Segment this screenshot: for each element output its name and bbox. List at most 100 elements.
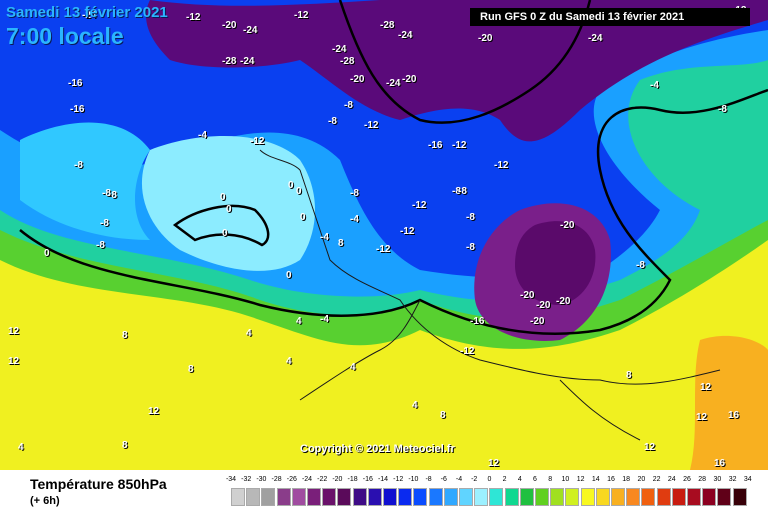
legend-tick: -20 [332,476,343,483]
temperature-label: -12 [294,10,309,21]
temperature-label: -4 [320,232,329,243]
temperature-label: 4 [296,316,302,327]
temperature-label: -8 [108,190,117,201]
temperature-label: 8 [122,440,128,451]
legend-color-cell [246,488,261,506]
temperature-label: 0 [300,212,306,223]
legend-tick: 34 [743,476,752,483]
legend-tick: 8 [548,476,553,483]
legend-color-cell [261,488,276,506]
legend-tick: -16 [362,476,373,483]
legend-tick: -30 [256,476,267,483]
legend-tick: 14 [591,476,600,483]
legend-color-cell [443,488,458,506]
temperature-label: 0 [226,204,232,215]
legend-color-cell [276,488,291,506]
temperature-label: -16 [470,316,485,327]
temperature-label: 4 [246,328,252,339]
minus-12-isotherm [338,0,592,124]
legend-tick: 28 [698,476,707,483]
temperature-label: -16 [428,140,443,151]
temperature-label: -8 [718,104,727,115]
temperature-label: 12 [696,412,708,423]
temperature-label: -24 [386,78,401,89]
header: Samedi 13 février 2021 7:00 locale [6,4,168,49]
temperature-label: 12 [700,382,712,393]
legend-tick: 30 [713,476,722,483]
temperature-label: -12 [250,136,265,147]
legend-color-cell [398,488,413,506]
legend-tick: -32 [241,476,252,483]
legend-tick: 24 [667,476,676,483]
temperature-label: 8 [440,410,446,421]
temperature-label: 8 [188,364,194,375]
legend-tick: -22 [317,476,328,483]
legend-color-cell [580,488,595,506]
temperature-label: -4 [650,80,659,91]
legend-color-cell [550,488,565,506]
temperature-label: -8 [350,188,359,199]
legend-tick: -28 [271,476,282,483]
temperature-label: -24 [243,25,258,36]
legend-ticks: -34 -32 -30 -28 -26 -24 -22 -20 -18 -16 -14 -12 -10-… [224,476,756,486]
legend-tick: -8 [425,476,432,483]
temperature-label: -12 [400,226,415,237]
temperature-label: -8 [458,186,467,197]
legend-color-cell [383,488,397,506]
legend-color-cell [413,488,428,506]
legend-tick: -24 [301,476,313,483]
temperature-label: -24 [240,56,255,67]
legend-colorbar [224,488,756,506]
legend-color-cell [291,488,306,506]
temperature-label: -8 [466,212,475,223]
temperature-label: -20 [222,20,237,31]
legend-tick: -34 [225,476,237,483]
temperature-label: 0 [296,186,302,197]
temperature-label: 16 [714,458,726,469]
temperature-label: -20 [350,74,365,85]
legend-tick: -14 [377,476,389,483]
legend-color-cell [535,488,549,506]
temperature-label: -12 [412,200,427,211]
legend-tick: -12 [393,476,404,483]
temperature-label: 12 [148,406,160,417]
date-label: Samedi 13 février 2021 [6,4,168,21]
temperature-label: -20 [478,33,493,44]
temperature-label: -8 [96,240,105,251]
temperature-label: 8 [122,330,128,341]
legend-color-cell [504,488,519,506]
legend-tick: 32 [728,476,737,483]
temperature-label: 4 [350,362,356,373]
temperature-label: -8 [328,116,337,127]
temperature-label: -8 [452,186,461,197]
temperature-label: 0 [222,228,228,239]
temperature-label: -8 [344,100,353,111]
temperature-label: -4 [350,214,359,225]
temperature-label: 0 [220,192,226,203]
temperature-label: -24 [82,10,97,21]
legend-color-cell [474,488,489,506]
legend-tick: 0 [487,476,492,483]
temperature-label: -28 [380,20,395,31]
temperature-label: -4 [198,130,207,141]
temperature-label: -16 [70,104,85,115]
run-label: Run GFS 0 Z du Samedi 13 février 2021 [470,8,750,26]
temperature-label: -12 [494,160,509,171]
temperature-label: -8 [636,260,645,271]
legend-color-cell [595,488,610,506]
legend-tick: 12 [576,476,585,483]
legend-color-cell [459,488,473,506]
temperature-label: -8 [102,188,111,199]
temperature-label: -8 [466,242,475,253]
copyright-label: Copyright © 2021 Meteociel.fr [300,443,455,455]
legend-color-cell [626,488,641,506]
temperature-label: 12 [8,356,20,367]
legend-tick: -2 [471,476,478,483]
arctic-pool [146,0,768,142]
temperature-label: -20 [520,290,535,301]
legend-tick: 4 [517,476,522,483]
temperature-label: -12 [364,120,379,131]
legend-tick: -4 [455,476,463,483]
temperature-label: -24 [588,33,603,44]
legend-color-cell [702,488,717,506]
